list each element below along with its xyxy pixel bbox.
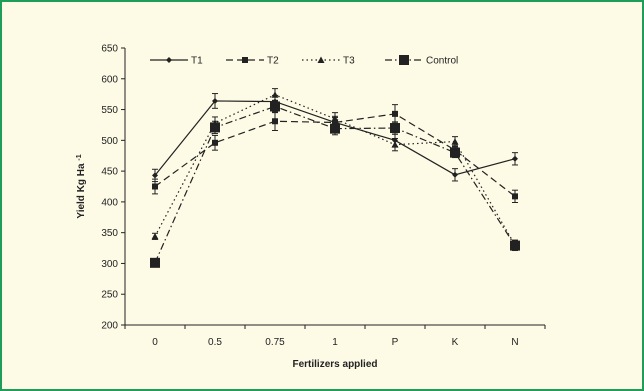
- data-point: [152, 172, 158, 179]
- legend-label: T2: [267, 56, 279, 67]
- data-point: [210, 122, 220, 133]
- data-point: [272, 118, 278, 125]
- legend-marker: [242, 57, 248, 63]
- y-axis-title-main: Yield Kg Ha: [76, 163, 87, 219]
- y-axis-title: Yield Kg Ha -1: [76, 154, 88, 218]
- data-point: [330, 123, 340, 134]
- data-point: [391, 141, 399, 148]
- legend-item-t1: T1: [150, 56, 203, 67]
- legend-marker: [317, 56, 325, 63]
- data-point: [450, 147, 460, 158]
- y-tick-label: 200: [101, 321, 118, 332]
- data-point: [151, 232, 159, 240]
- data-point: [270, 101, 280, 112]
- data-point: [451, 138, 459, 145]
- legend-item-t2: T2: [226, 56, 279, 67]
- y-tick-label: 600: [101, 74, 118, 85]
- data-point: [212, 139, 218, 146]
- legend-label: T3: [343, 56, 355, 67]
- y-axis-ticks: 200 250 300 350 400 450 500 550 600 650: [101, 44, 125, 332]
- x-tick-label: 1: [332, 337, 338, 348]
- legend-marker: [399, 55, 409, 65]
- axes: [124, 48, 545, 326]
- data-point: [392, 110, 398, 117]
- data-point: [512, 155, 518, 162]
- data-point: [271, 91, 279, 98]
- data-point: [152, 183, 158, 190]
- legend-item-control: Control: [385, 55, 458, 67]
- series-t3: [151, 88, 519, 251]
- series-line: [154, 100, 516, 176]
- data-point: [212, 97, 218, 104]
- y-tick-label: 650: [101, 44, 118, 55]
- x-tick-label: 0: [152, 337, 158, 348]
- x-tick-label: P: [392, 337, 399, 348]
- legend-label: Control: [426, 56, 458, 67]
- legend-item-t3: T3: [302, 56, 355, 67]
- y-tick-label: 500: [101, 136, 118, 147]
- series-control: [150, 99, 520, 268]
- x-tick-label: N: [511, 337, 518, 348]
- y-tick-label: 250: [101, 290, 118, 301]
- series-layer: [150, 88, 520, 268]
- y-tick-label: 300: [101, 259, 118, 270]
- x-tick-label: K: [452, 337, 459, 348]
- y-tick-label: 450: [101, 167, 118, 178]
- data-point: [390, 123, 400, 134]
- x-axis-title: Fertilizers applied: [292, 359, 377, 370]
- legend-marker: [166, 57, 172, 63]
- x-tick-label: 0.5: [208, 337, 222, 348]
- data-point: [331, 115, 339, 122]
- legend: T1 T2 T3 Control: [150, 55, 458, 67]
- legend-label: T1: [191, 56, 203, 67]
- data-point: [512, 193, 518, 200]
- x-tick-label: 0.75: [265, 337, 285, 348]
- y-axis-title-superscript: -1: [76, 154, 83, 160]
- data-point: [510, 240, 520, 251]
- x-axis-ticks: 0 0.5 0.75 1 P K N: [124, 325, 546, 348]
- y-tick-label: 550: [101, 105, 118, 116]
- data-point: [452, 171, 458, 178]
- series-t1: [152, 93, 518, 183]
- data-point: [150, 257, 160, 268]
- y-tick-label: 400: [101, 197, 118, 208]
- y-tick-label: 350: [101, 228, 118, 239]
